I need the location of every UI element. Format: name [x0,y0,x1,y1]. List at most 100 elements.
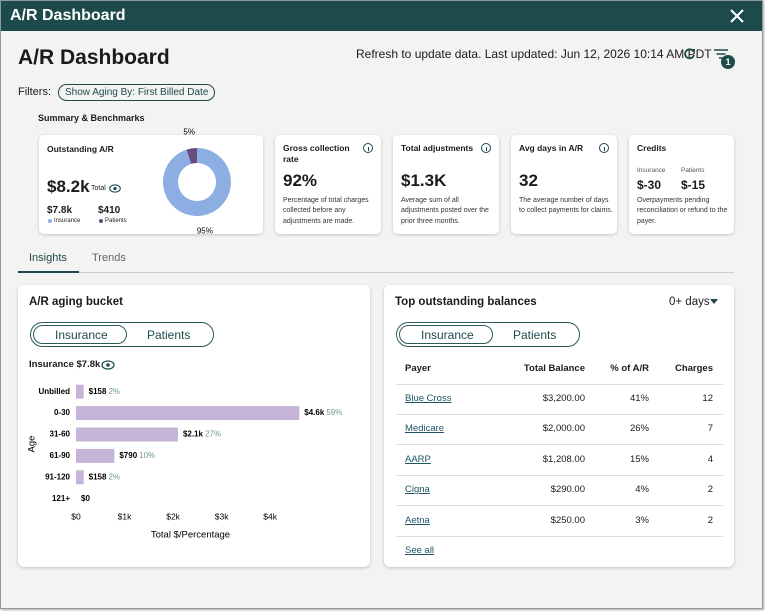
donut-slice [186,148,197,164]
value-label: $158 [89,387,107,396]
tab-active[interactable]: Insights [29,252,67,264]
table-cell: $1,208.00 [542,453,585,465]
bar [76,448,115,463]
eye-icon[interactable] [109,184,121,193]
value-label: $2.1k [183,430,204,439]
credits-card: Credits Insurance $-30 Patients $-15 Ove… [629,135,734,234]
legend-dot [48,219,52,223]
toggle-selected [399,325,493,344]
card-value: 92% [283,171,318,190]
card-title: Outstanding A/R [47,144,114,154]
dropdown-caret [710,299,718,304]
toggle-selected [33,325,127,344]
card-description: The average number of days to collect pa… [519,197,613,215]
window-title: A/R Dashboard [10,7,126,24]
column-header: % of A/R [610,363,649,374]
toggle-option[interactable]: Insurance [55,328,108,342]
table-cell: $2,000.00 [542,423,585,435]
credit-value: $-30 [637,178,662,192]
card-title: Gross collection rate [283,143,350,164]
table-cell: 41% [629,393,649,404]
item-value: $410 [98,205,121,216]
info-icon[interactable] [363,143,373,153]
table-cell: 4 [707,453,713,465]
value-label: $4.6k [304,408,325,417]
percent-label: 10% [139,451,155,460]
status-text: Refresh to update data. Last updated: Ju… [356,47,712,61]
column-header: Payer [405,363,431,374]
credit-label: Patients [681,167,705,174]
row-divider [396,505,723,507]
card-title: Credits [637,143,667,153]
x-axis-label: Total $/Percentage [151,530,230,541]
close-button[interactable] [730,9,744,23]
eye-icon[interactable] [101,360,115,370]
card-value: 32 [519,171,538,190]
bar [76,406,300,421]
legend-dot [99,219,103,223]
tab-underline [18,271,79,273]
x-tick-label: $0 [71,511,81,521]
bar [76,470,84,485]
x-tick-label: $1k [118,511,132,521]
payer-link[interactable]: Medicare [405,423,445,435]
percent-label: 2% [108,472,120,481]
toggle-option[interactable]: Patients [513,328,557,342]
panel-title: A/R aging bucket [29,296,123,308]
y-tick-label: 61-90 [50,451,71,460]
row-divider [396,535,723,537]
card-value: $8.2k [47,177,90,196]
donut-label: 5% [183,128,195,137]
section-title: Summary & Benchmarks [38,113,145,123]
tab[interactable]: Trends [92,252,126,264]
row-divider [396,444,723,446]
donut-label: 95% [197,226,213,235]
info-icon[interactable] [481,143,491,153]
value-label: $0 [81,494,90,503]
metric-card: Total adjustments $1.3K Average sum of a… [393,135,499,234]
info-icon[interactable] [599,143,609,153]
total-label: Total [91,185,106,192]
balances-panel: Top outstanding balances 0+ days Insuran… [384,285,734,567]
x-tick-label: $3k [215,511,229,521]
payer-link[interactable]: AARP [405,453,431,465]
row-divider [396,414,723,415]
y-tick-label: 0-30 [54,408,71,417]
toggle-option[interactable]: Patients [147,328,191,342]
table-cell: 2 [707,514,713,526]
percent-label: 59% [326,408,342,417]
filters-label: Filters: [18,86,51,98]
donut-slice [162,148,232,216]
card-description: Average sum of all adjustments posted ov… [401,197,489,225]
toggle-option[interactable]: Insurance [421,328,474,342]
filter-chip[interactable]: Show Aging By: First Billed Date [58,84,216,101]
table-cell: 2 [707,484,713,496]
metric-card: Gross collection rate 92% Percentage of … [275,135,381,234]
y-tick-label: 121+ [52,494,70,503]
y-tick-label: Unbilled [38,387,70,396]
table-cell: 7 [707,423,713,435]
see-all-link[interactable]: See all [405,545,435,556]
toggle: Insurance Patients [30,322,214,347]
value-label: $790 [119,451,137,460]
table-cell: 15% [629,453,649,465]
range-dropdown[interactable]: 0+ days [669,296,710,308]
value-label: $158 [89,472,107,481]
payer-link[interactable]: Cigna [405,484,430,496]
refresh-button[interactable] [683,47,696,60]
row-divider [396,474,723,476]
payer-link[interactable]: Blue Cross [405,393,452,404]
payer-link[interactable]: Aetna [405,514,430,526]
bar [76,384,84,399]
table-cell: 4% [635,484,649,496]
column-header: Charges [674,363,713,374]
x-tick-label: $2k [166,511,180,521]
credit-label: Insurance [637,167,666,174]
y-axis-label: Age [27,436,38,453]
item-label: Insurance [54,218,81,224]
card-title: Total adjustments [401,143,474,153]
table-cell: 26% [629,423,649,435]
item-label: Patients [105,218,127,224]
